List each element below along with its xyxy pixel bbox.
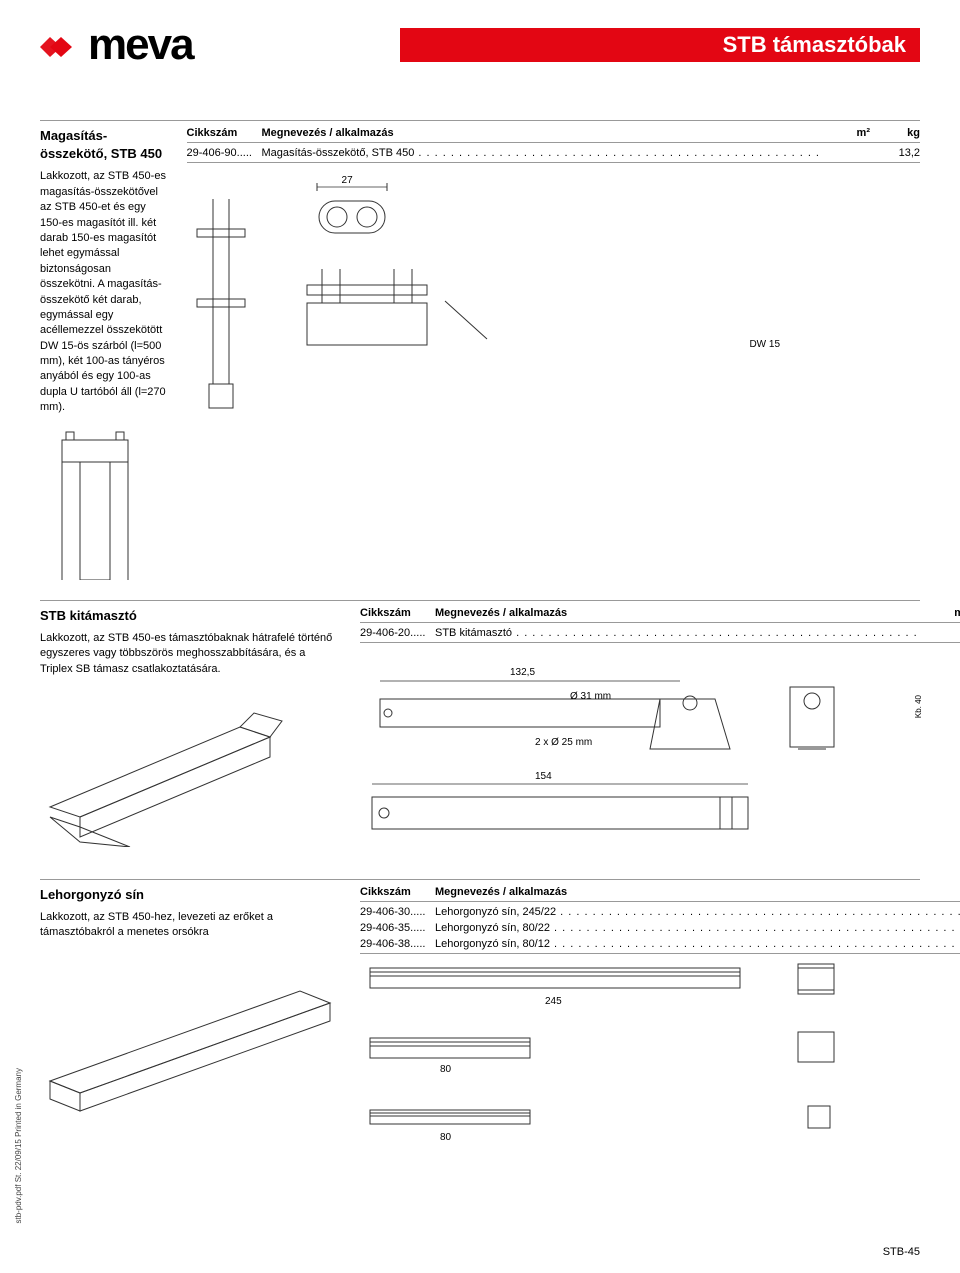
connector-drawing-icon bbox=[187, 169, 920, 429]
cell-code: 29-406-20..... bbox=[360, 627, 435, 639]
section1-title: Magasítás-összekötő, STB 450 bbox=[40, 127, 167, 163]
th-name: Megnevezés / alkalmazás bbox=[435, 607, 918, 619]
cell-code: 29-406-30..... bbox=[360, 906, 435, 918]
section2-text: STB kitámasztó Lakkozott, az STB 450-es … bbox=[40, 607, 360, 859]
brace-views-icon bbox=[360, 649, 960, 859]
cell-name: Lehorgonyzó sín, 245/22 bbox=[435, 906, 960, 918]
logo-text: meva bbox=[88, 20, 193, 70]
bracket-front-icon bbox=[40, 430, 150, 580]
th-code: Cikkszám bbox=[360, 886, 435, 898]
th-name: Megnevezés / alkalmazás bbox=[262, 127, 820, 139]
table-row: 29-406-20..... STB kitámasztó 40,0 bbox=[360, 623, 960, 639]
cell-name: STB kitámasztó bbox=[435, 627, 918, 639]
label-2x25: 2 x Ø 25 mm bbox=[535, 737, 592, 748]
cell-kg: 13,2 bbox=[870, 147, 920, 159]
section2-left-drawing bbox=[40, 687, 340, 852]
section1-table: Cikkszám Megnevezés / alkalmazás m² kg 2… bbox=[187, 127, 920, 163]
table-row: 29-406-30..... Lehorgonyzó sín, 245/22 1… bbox=[360, 902, 960, 918]
section2-title: STB kitámasztó bbox=[40, 607, 340, 625]
th-m2: m² bbox=[918, 607, 960, 619]
section3-text: Lehorgonyzó sín Lakkozott, az STB 450-he… bbox=[40, 886, 360, 1190]
page-title: STB támasztóbak bbox=[400, 28, 920, 62]
cell-m2 bbox=[820, 147, 870, 159]
section3-right: Cikkszám Megnevezés / alkalmazás m² kg 2… bbox=[360, 886, 960, 1190]
dim-1325: 132,5 bbox=[510, 667, 535, 678]
section2-desc: Lakkozott, az STB 450-es támasztóbaknak … bbox=[40, 631, 340, 677]
section2-table: Cikkszám Megnevezés / alkalmazás m² kg 2… bbox=[360, 607, 960, 643]
cell-name: Lehorgonyzó sín, 80/12 bbox=[435, 938, 960, 950]
page-header: meva STB támasztóbak bbox=[40, 20, 920, 70]
section-magasitas: Magasítás-összekötő, STB 450 Lakkozott, … bbox=[40, 120, 920, 580]
section2-right: Cikkszám Megnevezés / alkalmazás m² kg 2… bbox=[360, 607, 960, 859]
table-row: 29-406-38..... Lehorgonyzó sín, 80/12 22… bbox=[360, 934, 960, 950]
rail-views-icon bbox=[360, 960, 960, 1190]
section3-left-drawing bbox=[40, 971, 340, 1126]
section3-table: Cikkszám Megnevezés / alkalmazás m² kg 2… bbox=[360, 886, 960, 954]
cell-code: 29-406-35..... bbox=[360, 922, 435, 934]
section2-drawings: 132,5 Ø 31 mm 2 x Ø 25 mm Kb. 40 154 20 bbox=[360, 649, 960, 859]
dim-80a: 80 bbox=[440, 1064, 451, 1075]
section-kitamaszto: STB kitámasztó Lakkozott, az STB 450-es … bbox=[40, 600, 920, 859]
dim-80b: 80 bbox=[440, 1132, 451, 1143]
rail-iso-icon bbox=[40, 971, 340, 1121]
cell-name: Magasítás-összekötő, STB 450 bbox=[262, 147, 820, 159]
dim-154: 154 bbox=[535, 771, 552, 782]
section1-left-drawing bbox=[40, 430, 167, 580]
dim-27: 27 bbox=[342, 175, 353, 186]
section3-desc: Lakkozott, az STB 450-hez, levezeti az e… bbox=[40, 910, 340, 941]
section1-drawings: 27 bbox=[187, 169, 920, 429]
th-m2: m² bbox=[820, 127, 870, 139]
th-kg: kg bbox=[870, 127, 920, 139]
dim-245: 245 bbox=[545, 996, 562, 1007]
section1-right: Cikkszám Megnevezés / alkalmazás m² kg 2… bbox=[187, 127, 920, 580]
logo-diamond-icon bbox=[40, 29, 82, 70]
section-lehorgonyzo: Lehorgonyzó sín Lakkozott, az STB 450-he… bbox=[40, 879, 920, 1190]
section1-text: Magasítás-összekötő, STB 450 Lakkozott, … bbox=[40, 127, 187, 580]
cell-code: 29-406-90..... bbox=[187, 147, 262, 159]
page-number: STB-45 bbox=[883, 1246, 920, 1258]
cell-name: Lehorgonyzó sín, 80/22 bbox=[435, 922, 960, 934]
section3-title: Lehorgonyzó sín bbox=[40, 886, 340, 904]
th-code: Cikkszám bbox=[187, 127, 262, 139]
th-name: Megnevezés / alkalmazás bbox=[435, 886, 960, 898]
table-row: 29-406-90..... Magasítás-összekötő, STB … bbox=[187, 143, 920, 159]
section1-desc: Lakkozott, az STB 450-es magasítás-össze… bbox=[40, 169, 167, 415]
dw15-label: DW 15 bbox=[749, 339, 780, 350]
table-row: 29-406-35..... Lehorgonyzó sín, 80/22 49… bbox=[360, 918, 960, 934]
logo: meva bbox=[40, 20, 193, 70]
label-kb40: Kb. 40 bbox=[914, 695, 923, 718]
section3-drawings: 245 22 5 21 80 22 5 21 80 12 15 4 bbox=[360, 960, 960, 1190]
label-31mm: Ø 31 mm bbox=[570, 691, 611, 702]
cell-m2 bbox=[918, 627, 960, 639]
cell-code: 29-406-38..... bbox=[360, 938, 435, 950]
th-code: Cikkszám bbox=[360, 607, 435, 619]
brace-iso-icon bbox=[40, 687, 340, 847]
print-info: stb-pdv.pdf St. 22/09/15 Printed in Germ… bbox=[14, 1068, 23, 1224]
